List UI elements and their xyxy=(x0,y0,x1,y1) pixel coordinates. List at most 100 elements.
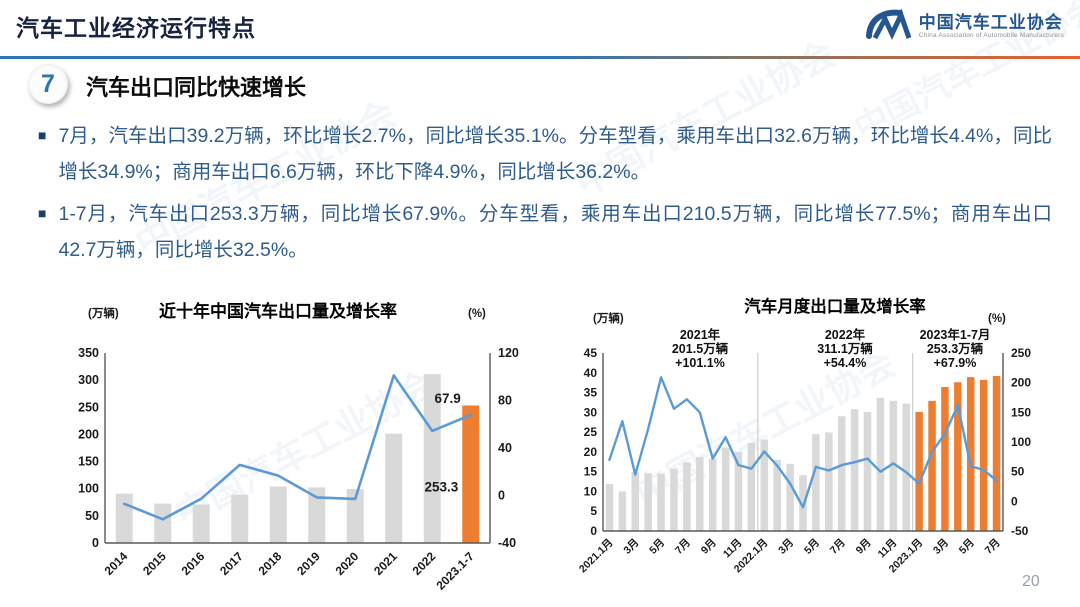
x-axis-label: 2016 xyxy=(179,549,208,578)
export-volume-bar xyxy=(773,459,781,531)
chart-title: 汽车月度出口量及增长率 xyxy=(744,296,926,316)
bullet-text: 7月，汽车出口39.2万辆，环比增长2.7%，同比增长35.1%。分车型看，乘用… xyxy=(58,125,1052,184)
growth-rate-line xyxy=(608,376,998,509)
logo-org-name-en: China Association of Automobile Manufact… xyxy=(918,32,1064,40)
export-volume-bar xyxy=(747,442,756,531)
x-axis-label: 2018 xyxy=(256,549,285,578)
export-volume-bar xyxy=(915,411,923,531)
x-axis-label: 2017 xyxy=(217,549,246,578)
bullet-square-icon: ■ xyxy=(38,127,47,143)
x-axis-label: 7月 xyxy=(673,537,693,557)
right-tick-label: 150 xyxy=(1011,405,1031,419)
export-volume-bar xyxy=(115,493,133,543)
x-axis-label: 5月 xyxy=(647,537,667,557)
section-number-badge: 7 xyxy=(28,64,68,104)
right-tick-label: 0 xyxy=(498,489,505,503)
export-volume-bar xyxy=(954,382,962,531)
export-volume-bar xyxy=(734,451,743,531)
x-axis-label: 5月 xyxy=(802,537,822,557)
right-tick-label: 50 xyxy=(1011,465,1025,479)
right-tick-label: 40 xyxy=(498,441,512,455)
export-volume-bar xyxy=(308,487,326,543)
left-tick-label: 0 xyxy=(92,536,99,550)
export-volume-bar xyxy=(889,400,898,531)
left-tick-label: 10 xyxy=(584,484,598,498)
export-volume-bar xyxy=(618,491,627,531)
year-summary-annotation: +101.1% xyxy=(675,356,725,370)
export-volume-bar xyxy=(721,447,730,531)
export-volume-bar xyxy=(928,400,936,531)
x-axis-label: 5月 xyxy=(957,537,977,557)
left-tick-label: 50 xyxy=(85,509,99,523)
x-axis-label: 9月 xyxy=(699,537,719,557)
right-tick-label: 80 xyxy=(498,394,512,408)
bullet-item: ■ 1-7月，汽车出口253.3万辆，同比增长67.9%。分车型看，乘用车出口2… xyxy=(38,196,1052,269)
page-number: 20 xyxy=(1022,573,1040,590)
export-annual-chart: 近十年中国汽车出口量及增长率 (万辆) (%) 0 50 100 150 200 250 300 3… xyxy=(78,301,519,593)
export-volume-bar xyxy=(708,458,717,531)
export-volume-bar xyxy=(269,486,287,543)
right-tick-label: -40 xyxy=(498,536,516,550)
export-volume-bar xyxy=(941,387,949,531)
left-tick-label: 15 xyxy=(584,465,598,479)
x-axis-label: 9月 xyxy=(854,537,874,557)
export-volume-bar xyxy=(979,379,988,531)
export-volume-bar xyxy=(837,416,846,531)
export-volume-bar xyxy=(423,374,441,543)
right-axis-unit: (%) xyxy=(468,308,486,320)
export-monthly-chart: 汽车月度出口量及增长率 (万辆) (%) 0 5 10 15 20 25 30 35 40 45 -50 0… xyxy=(577,296,1031,576)
bullet-list: ■ 7月，汽车出口39.2万辆，环比增长2.7%，同比增长35.1%。分车型看，… xyxy=(38,118,1052,273)
x-axis-label: 2014 xyxy=(102,549,131,578)
right-tick-label: 250 xyxy=(1011,346,1031,360)
logo-org-name: 中国汽车工业协会 xyxy=(918,12,1063,32)
left-tick-label: 45 xyxy=(584,346,598,360)
export-volume-bar xyxy=(876,397,885,531)
line-end-data-label: 67.9 xyxy=(434,391,460,406)
right-tick-label: 120 xyxy=(498,346,519,360)
export-volume-bar xyxy=(696,457,704,531)
growth-rate-line xyxy=(122,374,473,521)
export-volume-bar xyxy=(683,462,691,531)
export-volume-bar xyxy=(760,439,769,531)
left-axis-unit: (万辆) xyxy=(593,311,624,325)
x-axis-label: 7月 xyxy=(983,537,1003,557)
left-tick-label: 35 xyxy=(584,386,598,400)
caam-logo: 中国汽车工业协会 China Association of Automobile… xyxy=(860,6,1064,47)
caam-logo-icon xyxy=(860,6,912,47)
export-volume-bar xyxy=(825,432,833,531)
export-volume-bar xyxy=(966,377,975,531)
bullet-item: ■ 7月，汽车出口39.2万辆，环比增长2.7%，同比增长35.1%。分车型看，… xyxy=(38,118,1052,191)
header-divider xyxy=(0,56,1080,59)
year-summary-annotation: +67.9% xyxy=(934,356,977,370)
x-axis-label: 2022 xyxy=(410,549,439,578)
year-summary-annotation: 311.1万辆 xyxy=(817,341,873,356)
x-axis-label: 2021.1月 xyxy=(577,537,616,576)
export-volume-bar xyxy=(346,488,364,543)
left-tick-label: 100 xyxy=(78,482,99,496)
export-volume-bar xyxy=(799,475,807,531)
x-axis-label: 2019 xyxy=(294,549,323,578)
left-tick-label: 40 xyxy=(584,366,598,380)
export-volume-bar xyxy=(462,405,480,543)
export-volume-bar xyxy=(812,434,820,531)
left-tick-label: 25 xyxy=(584,425,598,439)
x-axis-label: 2023.1-7 xyxy=(433,549,477,593)
right-tick-label: 0 xyxy=(1011,494,1018,508)
export-volume-bar xyxy=(863,411,872,531)
export-volume-bar xyxy=(605,483,614,531)
x-axis-label: 2020 xyxy=(333,549,362,578)
right-tick-label: -50 xyxy=(1011,524,1029,538)
year-summary-annotation: 2021年 xyxy=(680,327,721,342)
x-axis-label: 2015 xyxy=(140,549,169,578)
x-axis-label: 2021 xyxy=(371,549,400,578)
export-volume-bar xyxy=(644,473,652,531)
export-volume-bar xyxy=(992,375,1001,531)
x-axis-label: 3月 xyxy=(776,537,796,557)
left-axis-unit: (万辆) xyxy=(88,306,119,320)
right-axis-unit: (%) xyxy=(988,313,1006,325)
export-volume-bar xyxy=(231,494,249,543)
year-summary-annotation: 2023年1-7月 xyxy=(920,327,991,342)
bullet-text: 1-7月，汽车出口253.3万辆，同比增长67.9%。分车型看，乘用车出口210… xyxy=(58,202,1052,261)
left-tick-label: 200 xyxy=(78,427,99,441)
x-axis-label: 3月 xyxy=(931,537,951,557)
